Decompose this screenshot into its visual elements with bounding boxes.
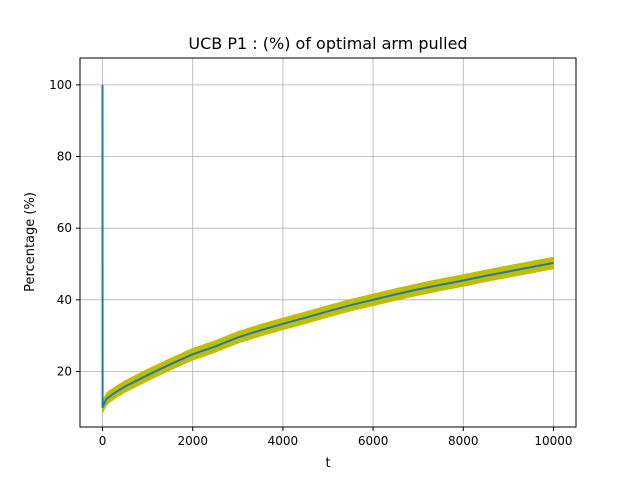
x-tick-label: 0 — [99, 434, 107, 448]
confidence-band — [102, 256, 554, 414]
x-ticks: 0 2000 4000 6000 8000 10000 — [99, 427, 573, 448]
chart-title: UCB P1 : (%) of optimal arm pulled — [188, 34, 467, 53]
y-tick-label: 20 — [57, 364, 72, 378]
y-tick-label: 60 — [57, 221, 72, 235]
y-ticks: 20 40 60 80 100 — [49, 78, 80, 378]
x-tick-label: 10000 — [534, 434, 572, 448]
x-tick-label: 6000 — [358, 434, 389, 448]
y-axis-label: Percentage (%) — [23, 192, 38, 292]
y-tick-label: 80 — [57, 150, 72, 164]
axes-frame — [79, 57, 577, 428]
y-tick-label: 100 — [49, 78, 72, 92]
x-tick-label: 8000 — [448, 434, 479, 448]
plot-area — [101, 84, 554, 414]
mean-line — [101, 84, 554, 409]
x-axis-label: t — [325, 456, 330, 471]
y-tick-label: 40 — [57, 293, 72, 307]
x-tick-label: 2000 — [177, 434, 208, 448]
x-tick-label: 4000 — [268, 434, 299, 448]
